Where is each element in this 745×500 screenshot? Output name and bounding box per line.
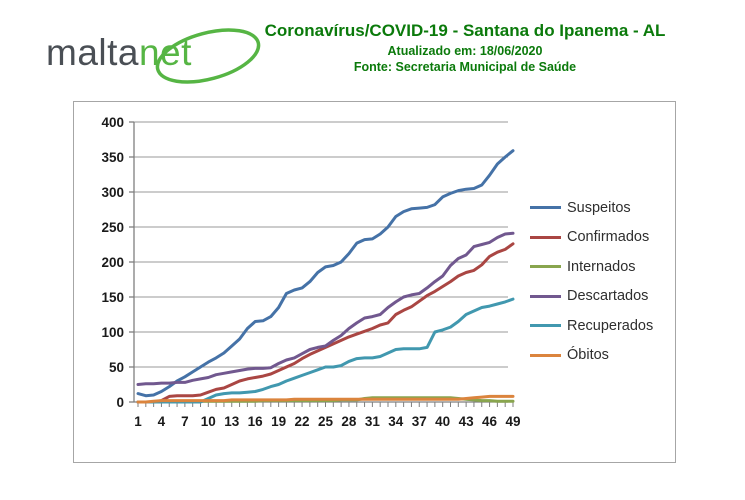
svg-text:37: 37	[412, 414, 427, 429]
svg-text:25: 25	[318, 414, 334, 429]
svg-text:100: 100	[101, 325, 124, 340]
svg-text:46: 46	[482, 414, 498, 429]
legend-item-descartados: Descartados	[530, 287, 653, 306]
logo-wordmark: maltanet	[46, 34, 192, 71]
svg-text:4: 4	[158, 414, 166, 429]
legend-item-suspeitos: Suspeitos	[530, 198, 653, 217]
legend-swatch	[530, 206, 561, 209]
legend-label: Óbitos	[567, 347, 609, 363]
legend-swatch	[530, 294, 561, 298]
svg-text:49: 49	[505, 414, 520, 429]
svg-text:43: 43	[459, 414, 475, 429]
svg-text:50: 50	[109, 360, 124, 375]
svg-text:31: 31	[365, 414, 381, 429]
legend-label: Recuperados	[567, 317, 654, 334]
svg-text:28: 28	[341, 414, 357, 429]
svg-text:350: 350	[101, 150, 124, 165]
svg-text:19: 19	[271, 414, 286, 429]
legend-item-recuperados: Recuperados	[530, 316, 653, 335]
svg-text:250: 250	[101, 220, 124, 235]
legend-swatch	[530, 353, 561, 357]
logo-text-net: net	[138, 32, 192, 73]
svg-text:13: 13	[224, 414, 240, 429]
logo-text-malta: malta	[46, 32, 139, 73]
svg-text:1: 1	[134, 414, 142, 429]
svg-text:400: 400	[101, 115, 124, 130]
legend-item-internados: Internados	[530, 257, 653, 276]
svg-text:300: 300	[101, 185, 124, 200]
legend-label: Internados	[567, 258, 636, 275]
chart-legend: Suspeitos Confirmados Internados Descart…	[530, 198, 653, 375]
svg-text:0: 0	[116, 395, 124, 410]
legend-item-obitos: Óbitos	[530, 346, 653, 365]
svg-text:7: 7	[181, 414, 189, 429]
legend-swatch	[530, 265, 561, 268]
legend-swatch	[530, 235, 561, 239]
chart-frame: 0 50 100 150 200 250 300 350 400 1 4 7 10 13 16 19 22 25 2…	[73, 101, 676, 463]
legend-item-confirmados: Confirmados	[530, 228, 653, 247]
page-title: Coronavírus/COVID-19 - Santana do Ipanem…	[264, 21, 666, 40]
svg-text:22: 22	[295, 414, 310, 429]
svg-text:40: 40	[435, 414, 450, 429]
legend-label: Confirmados	[567, 229, 650, 245]
legend-label: Descartados	[567, 288, 649, 304]
svg-text:200: 200	[101, 255, 124, 270]
svg-text:34: 34	[388, 414, 404, 429]
source-text: Fonte: Secretaria Municipal de Saúde	[353, 59, 577, 74]
covid-trend-line-chart: 0 50 100 150 200 250 300 350 400 1 4 7 10 13 16 19 22 25 2…	[101, 115, 520, 429]
legend-label: Suspeitos	[567, 199, 631, 216]
legend-swatch	[530, 324, 561, 327]
maltanet-logo: maltanet	[46, 24, 261, 84]
svg-text:10: 10	[201, 414, 216, 429]
svg-text:150: 150	[101, 290, 124, 305]
svg-text:16: 16	[248, 414, 264, 429]
header-title-block: Coronavírus/COVID-19 - Santana do Ipanem…	[225, 20, 705, 76]
updated-at-text: Atualizado em: 18/06/2020	[387, 44, 543, 59]
